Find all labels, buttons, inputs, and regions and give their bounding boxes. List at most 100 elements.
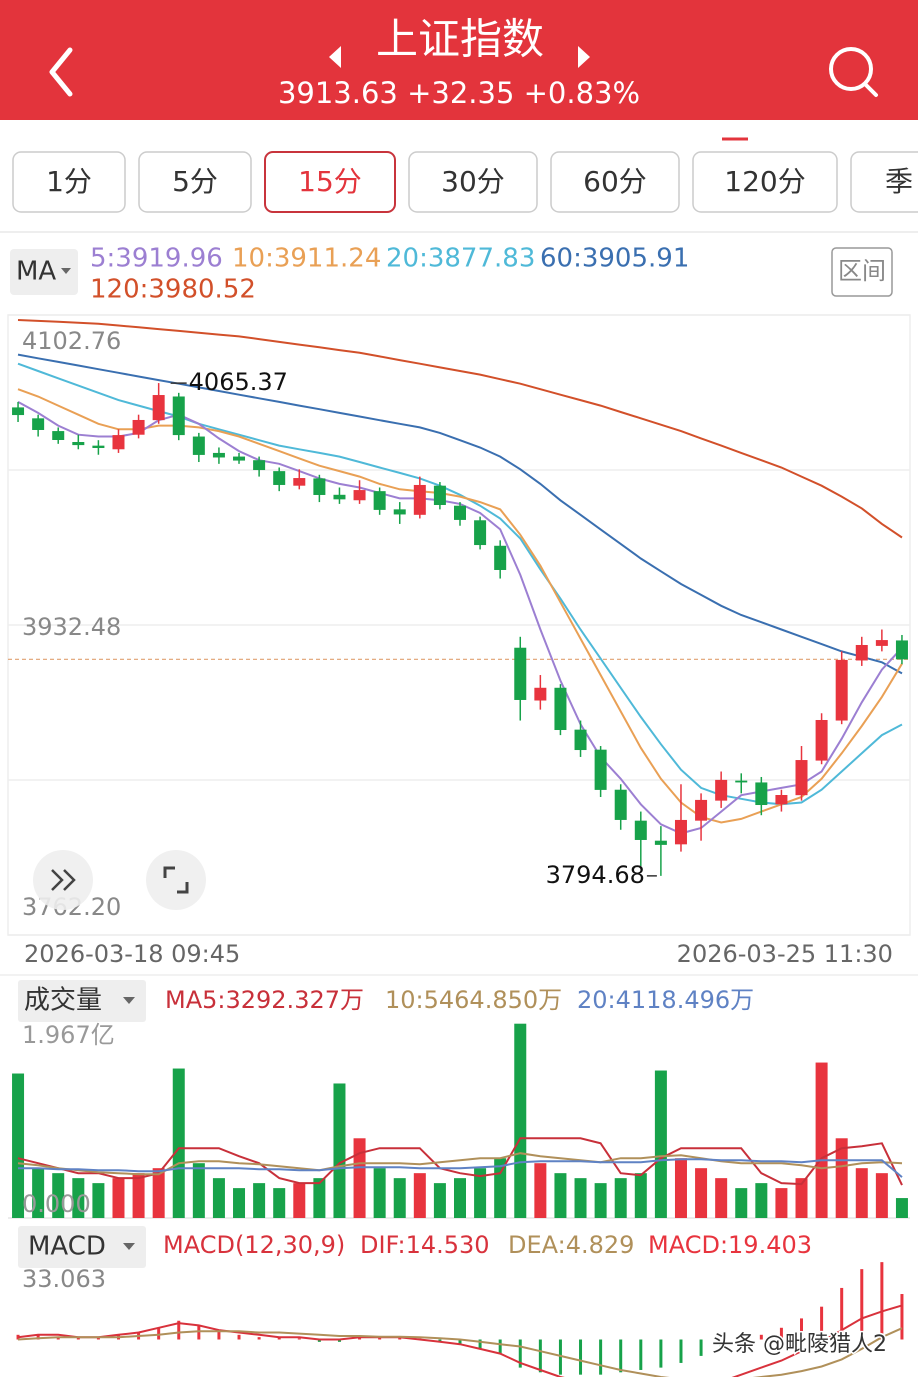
volume-bar bbox=[815, 1062, 828, 1218]
volume-bar bbox=[735, 1188, 748, 1218]
candle-body bbox=[72, 442, 85, 446]
volume-bar bbox=[92, 1183, 105, 1218]
candle-body bbox=[293, 478, 306, 486]
candle-body bbox=[695, 799, 708, 821]
tab-box bbox=[12, 151, 126, 213]
button-icon bbox=[163, 866, 189, 894]
volume-legend: 20:4118.496万 bbox=[577, 986, 754, 1014]
tab-label: 120分 bbox=[724, 165, 805, 198]
timeframe-tab[interactable]: 30分 bbox=[408, 151, 538, 213]
volume-bar bbox=[775, 1188, 788, 1218]
candle-body bbox=[614, 789, 627, 820]
candle-body bbox=[32, 418, 45, 430]
candle-body bbox=[494, 545, 507, 570]
volume-bar bbox=[514, 1023, 527, 1218]
ma-line bbox=[17, 388, 903, 824]
timeframe-tab[interactable]: 15分 bbox=[264, 151, 396, 213]
timeframe-tab[interactable]: 120分 bbox=[692, 151, 838, 213]
tab-label: 30分 bbox=[441, 165, 505, 198]
candle-body bbox=[433, 485, 446, 505]
range-button[interactable] bbox=[831, 247, 893, 297]
volume-bar bbox=[132, 1173, 145, 1218]
fullscreen-button[interactable] bbox=[146, 850, 206, 910]
tab-label: 15分 bbox=[298, 165, 362, 198]
ma-line bbox=[17, 319, 903, 539]
volume-bar bbox=[574, 1178, 587, 1218]
candle-body bbox=[715, 779, 728, 801]
candle-body bbox=[52, 431, 65, 440]
candle-body bbox=[373, 491, 386, 510]
candle-body bbox=[875, 640, 888, 646]
volume-selector[interactable] bbox=[18, 980, 146, 1022]
candle-body bbox=[835, 659, 848, 721]
volume-bar bbox=[474, 1168, 487, 1218]
candle-body bbox=[313, 478, 326, 495]
ma-selector[interactable] bbox=[10, 249, 78, 295]
candle-body bbox=[654, 840, 667, 845]
volume-bar bbox=[835, 1138, 848, 1218]
candle-body bbox=[112, 435, 125, 450]
candle-body bbox=[212, 452, 225, 458]
candle-body bbox=[192, 436, 205, 455]
candle-body bbox=[152, 395, 165, 421]
volume-bar bbox=[393, 1178, 406, 1218]
high-label: 4065.37 bbox=[189, 368, 288, 396]
timeframe-tab[interactable]: 60分 bbox=[550, 151, 680, 213]
macd-selector[interactable] bbox=[18, 1226, 146, 1268]
volume-bar bbox=[172, 1068, 185, 1218]
volume-bar bbox=[52, 1173, 65, 1218]
volume-bar bbox=[253, 1183, 266, 1218]
timeframe-tab[interactable]: 1分 bbox=[12, 151, 126, 213]
volume-bar bbox=[795, 1178, 808, 1218]
candle-body bbox=[795, 760, 808, 796]
y-tick-label: 1.967亿 bbox=[22, 1021, 115, 1049]
expand-button[interactable] bbox=[33, 850, 93, 910]
macd-line bbox=[17, 1304, 903, 1377]
candle-body bbox=[333, 494, 346, 500]
x-tick-label: 2026-03-18 09:45 bbox=[24, 940, 240, 968]
low-label: 3794.68 bbox=[546, 861, 645, 889]
ma-line bbox=[17, 353, 903, 675]
volume-bar bbox=[313, 1178, 326, 1218]
volume-bar bbox=[413, 1173, 426, 1218]
volume-ma-line bbox=[18, 1158, 903, 1178]
back-button[interactable] bbox=[49, 47, 73, 97]
volume-bar bbox=[654, 1070, 667, 1218]
timeframe-tab[interactable]: 季 bbox=[850, 151, 918, 213]
candle-body bbox=[393, 509, 406, 515]
next-index[interactable] bbox=[578, 46, 590, 68]
ma-legend: 5:3919.96 bbox=[90, 244, 223, 274]
candle-body bbox=[554, 687, 567, 731]
header-bar bbox=[0, 0, 918, 120]
volume-bar bbox=[373, 1168, 386, 1218]
volume-bar bbox=[192, 1163, 205, 1218]
tab-box bbox=[850, 151, 918, 213]
tab-box bbox=[550, 151, 680, 213]
search-button[interactable] bbox=[829, 47, 878, 97]
volume-bar bbox=[72, 1178, 85, 1218]
timeframe-tab[interactable]: 5分 bbox=[138, 151, 252, 213]
candle-body bbox=[755, 782, 768, 806]
tab-box bbox=[408, 151, 538, 213]
volume-bar bbox=[433, 1183, 446, 1218]
ma-legend: 120:3980.52 bbox=[90, 275, 256, 305]
volume-bar bbox=[674, 1158, 687, 1218]
candle-body bbox=[775, 795, 788, 805]
tab-box bbox=[264, 151, 396, 213]
candle-body bbox=[634, 820, 647, 840]
header-quote: 3913.63 +32.35 +0.83% bbox=[278, 76, 640, 110]
macd-legend: MACD:19.403 bbox=[648, 1231, 812, 1259]
volume-bar bbox=[293, 1183, 306, 1218]
candle-body bbox=[855, 644, 868, 661]
prev-index[interactable] bbox=[329, 46, 341, 68]
volume-bar bbox=[634, 1173, 647, 1218]
dropdown-arrow bbox=[123, 997, 135, 1004]
header-title: 上证指数 bbox=[376, 15, 544, 64]
volume-bar bbox=[454, 1178, 466, 1218]
button-icon bbox=[51, 869, 76, 891]
volume-bar bbox=[333, 1083, 346, 1218]
candle-body bbox=[12, 407, 25, 416]
candle-body bbox=[172, 396, 185, 436]
range-button-label: 区间 bbox=[838, 257, 886, 285]
